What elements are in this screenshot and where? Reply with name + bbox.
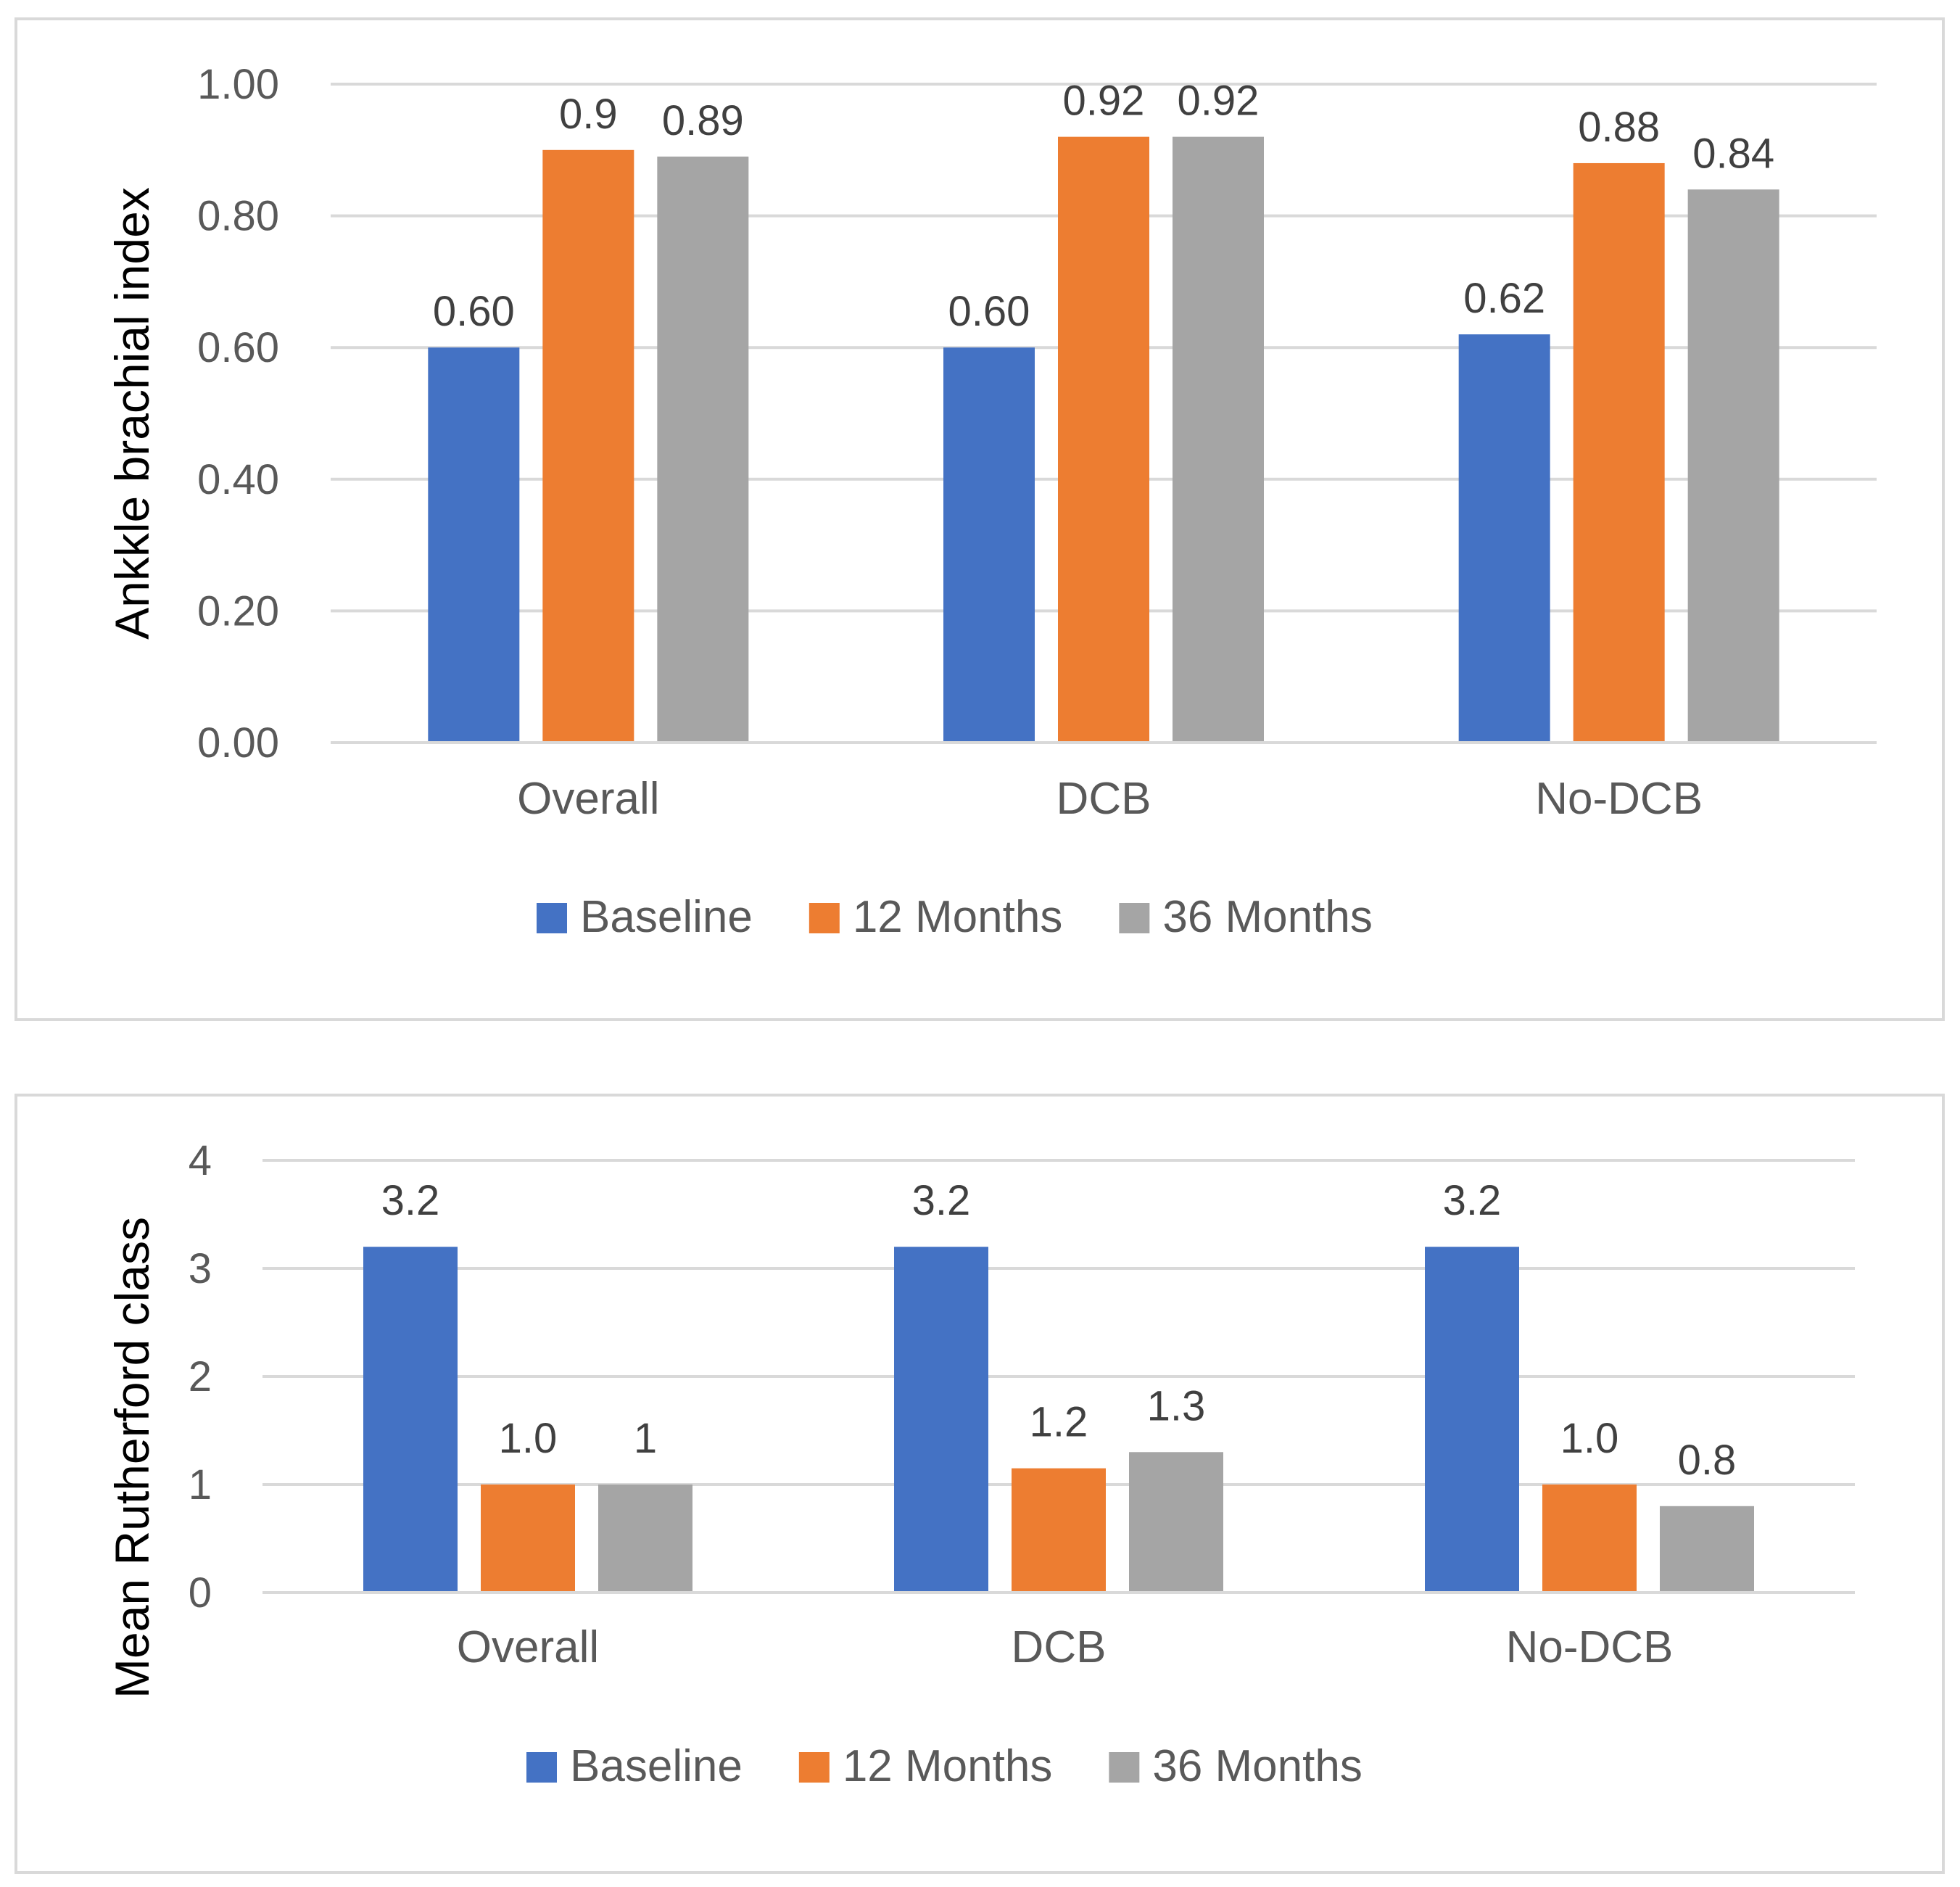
bar xyxy=(428,347,520,743)
category-label: DCB xyxy=(1012,1622,1107,1672)
bar xyxy=(894,1247,988,1593)
bar xyxy=(363,1247,458,1593)
y-tick-label: 2 xyxy=(189,1353,212,1400)
bar xyxy=(1173,136,1264,743)
y-tick-label: 0.00 xyxy=(197,719,279,767)
legend: Baseline 12 Months 36 Months xyxy=(526,1741,1363,1791)
y-tick-label: 0.80 xyxy=(197,193,279,240)
legend-swatch xyxy=(798,1752,830,1783)
legend-label: 12 Months xyxy=(853,892,1063,942)
data-label: 0.88 xyxy=(1578,104,1660,151)
chart-2-ylabel: Mean Rutherford class xyxy=(105,1217,159,1698)
category-label: No-DCB xyxy=(1506,1622,1674,1672)
category-label: DCB xyxy=(1057,774,1151,824)
category-label: No-DCB xyxy=(1535,774,1703,824)
chart-2-rutherford: 0 1 2 3 4 3.2 1.0 1 Overall 3.2 1.2 1.3 DCB 3.2 1.0 0.8… xyxy=(189,1137,1855,1791)
data-label: 3.2 xyxy=(381,1177,440,1224)
data-label: 0.60 xyxy=(948,288,1030,335)
legend-swatch xyxy=(809,903,840,933)
y-tick-label: 0.60 xyxy=(197,324,279,371)
y-tick-label: 1 xyxy=(189,1461,212,1508)
bar xyxy=(1573,162,1665,743)
y-tick-label: 4 xyxy=(189,1137,212,1184)
bar xyxy=(1542,1485,1637,1593)
data-label: 1.3 xyxy=(1147,1382,1206,1429)
data-label: 0.92 xyxy=(1063,78,1145,125)
data-label: 1 xyxy=(634,1415,657,1462)
bar xyxy=(1012,1468,1106,1593)
data-label: 0.84 xyxy=(1692,130,1774,177)
data-label: 3.2 xyxy=(912,1177,971,1224)
category-label: Overall xyxy=(457,1622,599,1672)
bar xyxy=(1425,1247,1519,1593)
bar xyxy=(1687,189,1779,743)
bar xyxy=(943,347,1035,743)
y-tick-label: 0.20 xyxy=(197,587,279,635)
data-label: 0.89 xyxy=(662,97,744,144)
data-label: 0.8 xyxy=(1678,1437,1737,1484)
bar xyxy=(1458,334,1550,743)
legend-label: 36 Months xyxy=(1162,892,1373,942)
data-label: 3.2 xyxy=(1443,1177,1502,1224)
bar xyxy=(1660,1506,1754,1593)
bar xyxy=(1058,136,1149,743)
bar xyxy=(542,149,634,743)
chart-1-abi: 0.00 0.20 0.40 0.60 0.80 1.00 0.60 0.9 0.89 Overa… xyxy=(197,61,1877,942)
legend-swatch xyxy=(1119,903,1150,933)
data-label: 0.60 xyxy=(433,288,515,335)
y-tick-label: 1.00 xyxy=(197,61,279,108)
y-tick-label: 0 xyxy=(189,1569,212,1616)
legend-label: Baseline xyxy=(580,892,753,942)
legend-label: 12 Months xyxy=(843,1741,1053,1791)
bar xyxy=(598,1485,692,1593)
category-label: Overall xyxy=(517,774,659,824)
y-tick-label: 0.40 xyxy=(197,456,279,503)
bar xyxy=(1129,1452,1223,1593)
chart-1-ylabel: Ankkle brachial index xyxy=(105,187,159,640)
data-label: 1.2 xyxy=(1030,1399,1088,1446)
y-tick-label: 3 xyxy=(189,1245,212,1292)
legend-label: 36 Months xyxy=(1152,1741,1363,1791)
data-label: 0.9 xyxy=(559,91,618,138)
data-label: 1.0 xyxy=(499,1415,558,1462)
bar xyxy=(657,156,749,743)
legend-swatch xyxy=(526,1752,557,1783)
legend-swatch xyxy=(1109,1752,1140,1783)
legend: Baseline 12 Months 36 Months xyxy=(537,892,1373,942)
legend-label: Baseline xyxy=(570,1741,743,1791)
data-label: 0.62 xyxy=(1463,275,1545,322)
bar xyxy=(481,1485,575,1593)
legend-swatch xyxy=(537,903,567,933)
data-label: 1.0 xyxy=(1560,1415,1619,1462)
data-label: 0.92 xyxy=(1178,78,1260,125)
